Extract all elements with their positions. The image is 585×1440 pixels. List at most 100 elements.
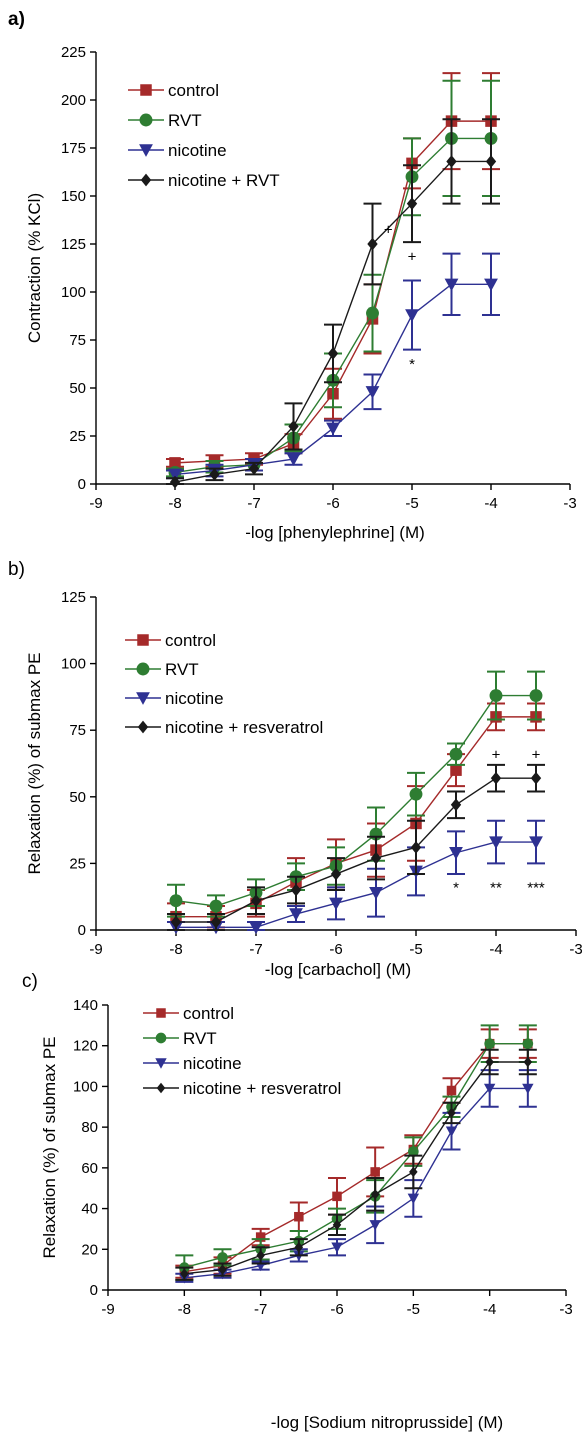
data-point — [446, 155, 457, 168]
data-point — [410, 841, 422, 854]
data-point — [329, 897, 343, 911]
x-tick-label: -6 — [329, 941, 342, 958]
legend-marker — [139, 144, 153, 157]
data-point — [169, 894, 183, 908]
legend-item: RVT — [143, 1029, 217, 1048]
y-tick-label: 40 — [81, 1201, 98, 1218]
panel-b: b) 0 25 50 75 100 125 -9 -8 -7 -6 -5 -4 -3 -log [carba… — [8, 559, 583, 979]
data-point — [330, 867, 342, 881]
data-point — [405, 309, 419, 322]
y-tick-label: 80 — [81, 1119, 98, 1136]
legend-item: nicotine + resveratrol — [125, 718, 323, 737]
data-point — [250, 894, 262, 908]
data-point — [327, 347, 339, 360]
data-point — [484, 278, 498, 292]
legend-label: RVT — [183, 1029, 217, 1048]
data-point — [446, 1085, 457, 1096]
series-nicotine-rvt — [166, 118, 500, 489]
legend-marker — [155, 1032, 167, 1044]
x-tick-label: -4 — [489, 941, 502, 958]
legend-label: RVT — [165, 660, 199, 679]
panel-c: c) 0 20 40 60 80 100 120 140 -9 -8 -7 -6 -5 -4 -3 -log [… — [22, 971, 573, 1432]
data-point — [217, 1252, 228, 1263]
data-point — [529, 689, 543, 703]
legend-marker — [140, 173, 152, 187]
significance-mark: + — [532, 747, 541, 764]
data-point — [445, 1126, 458, 1137]
x-tick-label: -5 — [407, 1301, 420, 1318]
data-point — [408, 1146, 419, 1157]
x-tick-label: -9 — [89, 495, 102, 512]
y-tick-label: 125 — [61, 236, 86, 253]
y-tick-label: 75 — [69, 332, 86, 349]
panel-label: c) — [22, 971, 38, 992]
y-tick-label: 100 — [61, 284, 86, 301]
legend-item: RVT — [128, 111, 202, 130]
data-point — [370, 851, 382, 865]
series-line — [176, 716, 536, 918]
x-tick-label: -9 — [101, 1301, 114, 1318]
data-point — [169, 475, 181, 489]
x-tick-label: -9 — [89, 941, 102, 958]
legend-item: control — [128, 81, 219, 100]
significance-mark: + — [384, 221, 393, 238]
data-point — [210, 915, 222, 929]
data-point — [170, 915, 182, 929]
y-tick-label: 0 — [78, 922, 86, 939]
data-point — [485, 155, 497, 168]
significance-mark: *** — [527, 880, 545, 897]
y-tick-label: 175 — [61, 140, 86, 157]
y-tick-label: 25 — [69, 855, 86, 872]
data-point — [369, 1220, 381, 1231]
data-point — [529, 836, 543, 849]
y-tick-label: 0 — [90, 1282, 98, 1299]
legend-marker — [139, 113, 153, 127]
data-point — [249, 921, 263, 935]
data-point — [406, 197, 418, 211]
series-nicotine-resveratrol — [175, 1048, 537, 1281]
y-tick-label: 100 — [61, 656, 86, 673]
y-tick-label: 60 — [81, 1160, 98, 1177]
y-tick-label: 150 — [61, 188, 86, 205]
significance-mark: * — [409, 356, 415, 373]
data-point — [332, 1191, 342, 1202]
series-line — [176, 841, 536, 929]
data-point — [447, 1107, 456, 1119]
y-tick-label: 25 — [69, 428, 86, 445]
data-point — [332, 1219, 342, 1231]
y-tick-label: 200 — [61, 92, 86, 109]
legend: control RVT nicotine nicotine + resveratrol — [125, 631, 323, 737]
y-tick-label: 50 — [69, 789, 86, 806]
x-tick-label: -7 — [247, 495, 260, 512]
x-tick-label: -4 — [484, 495, 497, 512]
legend-label: control — [165, 631, 216, 650]
significance-mark: + — [408, 248, 417, 265]
x-tick-label: -8 — [169, 941, 182, 958]
data-point — [209, 468, 220, 481]
panel-a: a) 0 25 50 75 100 125 150 175 200 225 -9 -8 -7 -6 -5 -4 -… — [8, 9, 577, 542]
data-point — [449, 747, 463, 761]
panel-label: b) — [8, 559, 25, 580]
series-line — [184, 1042, 528, 1269]
data-point — [256, 1250, 265, 1261]
legend-marker — [137, 634, 149, 646]
legend-label: control — [183, 1004, 234, 1023]
legend-marker — [155, 1058, 167, 1069]
y-tick-label: 140 — [73, 997, 98, 1014]
y-tick-label: 120 — [73, 1038, 98, 1055]
y-tick-label: 125 — [61, 589, 86, 606]
legend-label: nicotine — [165, 689, 224, 708]
data-point — [409, 1166, 418, 1178]
x-tick-label: -3 — [563, 495, 576, 512]
data-point — [407, 1193, 420, 1205]
data-point — [288, 420, 299, 433]
x-tick-label: -4 — [483, 1301, 496, 1318]
data-point — [370, 1189, 380, 1200]
legend-label: nicotine — [168, 141, 227, 160]
legend-marker — [140, 84, 152, 96]
data-point — [483, 1083, 496, 1095]
data-point — [367, 237, 378, 251]
legend-item: nicotine + RVT — [128, 171, 280, 190]
significance-mark: + — [492, 747, 501, 764]
data-point — [369, 886, 383, 900]
